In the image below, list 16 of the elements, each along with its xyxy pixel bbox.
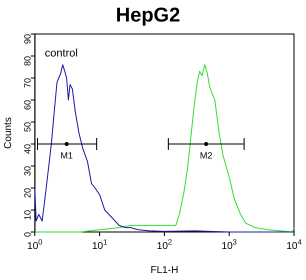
y-tick-label: 60 (22, 100, 32, 110)
y-tick-label: 0 (22, 232, 32, 238)
chart-title: HepG2 (116, 4, 180, 27)
y-tick-label: 70 (22, 78, 32, 88)
y-tick-label: 20 (22, 188, 32, 198)
x-axis-title: FL1-H (150, 264, 178, 276)
y-tick-label: 50 (22, 122, 32, 132)
annotation: M2 (200, 150, 212, 160)
annotation: control (44, 48, 78, 60)
annotation: M1 (60, 150, 73, 160)
y-tick-label: 10 (22, 210, 32, 220)
y-tick-label: 40 (22, 144, 32, 154)
y-axis-title: Counts (2, 117, 14, 149)
y-tick-label: 30 (22, 166, 32, 176)
y-tick-label: 80 (22, 56, 32, 66)
y-tick-label: 90 (22, 34, 32, 44)
